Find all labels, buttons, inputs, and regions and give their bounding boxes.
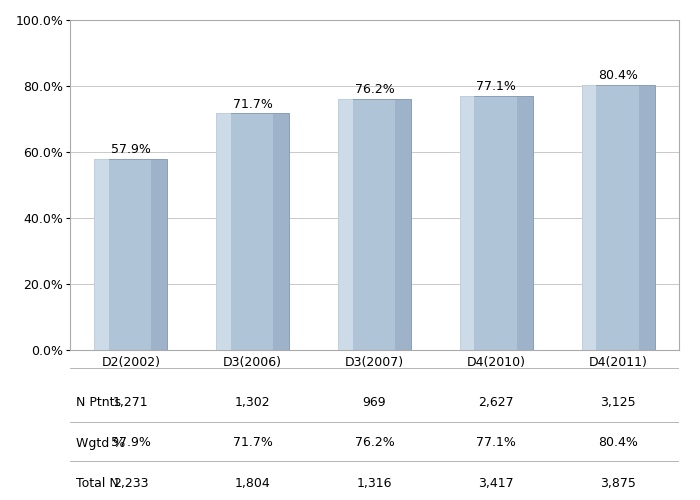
Text: 1,804: 1,804 xyxy=(234,477,271,490)
Text: 71.7%: 71.7% xyxy=(233,98,272,111)
Text: 80.4%: 80.4% xyxy=(598,69,638,82)
Bar xyxy=(94,159,109,350)
Bar xyxy=(460,96,533,350)
Text: 77.1%: 77.1% xyxy=(477,436,516,450)
Bar xyxy=(151,159,167,350)
Bar xyxy=(94,159,167,350)
Bar xyxy=(395,98,411,350)
Text: 76.2%: 76.2% xyxy=(355,436,394,450)
Bar xyxy=(582,84,596,350)
Text: 77.1%: 77.1% xyxy=(477,80,516,93)
Text: 1,271: 1,271 xyxy=(113,396,148,409)
Text: 80.4%: 80.4% xyxy=(598,436,638,450)
Text: 3,875: 3,875 xyxy=(600,477,636,490)
Text: 1,302: 1,302 xyxy=(235,396,270,409)
Text: 2,627: 2,627 xyxy=(479,396,514,409)
Bar xyxy=(216,114,231,350)
Bar xyxy=(338,98,353,350)
Text: 71.7%: 71.7% xyxy=(233,436,272,450)
Bar xyxy=(638,84,654,350)
Text: N Ptnts: N Ptnts xyxy=(76,396,121,409)
Bar xyxy=(582,84,654,350)
Text: 1,316: 1,316 xyxy=(357,477,392,490)
Bar xyxy=(216,114,289,350)
Text: 76.2%: 76.2% xyxy=(355,83,394,96)
Bar xyxy=(273,114,289,350)
Text: Total N: Total N xyxy=(76,477,119,490)
Text: 3,125: 3,125 xyxy=(601,396,636,409)
Text: 57.9%: 57.9% xyxy=(111,144,150,156)
Text: Wgtd %: Wgtd % xyxy=(76,436,125,450)
Bar xyxy=(338,98,411,350)
Bar xyxy=(517,96,533,350)
Text: 2,233: 2,233 xyxy=(113,477,148,490)
Text: 57.9%: 57.9% xyxy=(111,436,150,450)
Text: 3,417: 3,417 xyxy=(479,477,514,490)
Bar xyxy=(460,96,475,350)
Text: 969: 969 xyxy=(363,396,386,409)
